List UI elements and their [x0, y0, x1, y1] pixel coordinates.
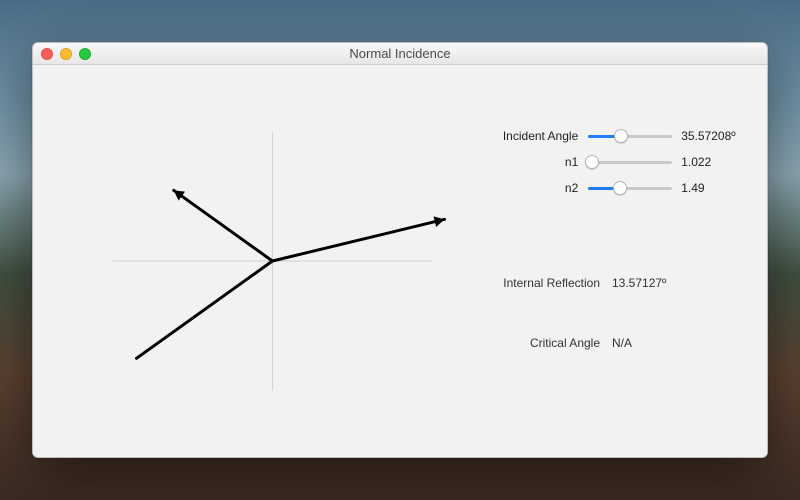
incident-angle-slider[interactable] [588, 129, 672, 143]
incident-angle-value: 35.57208º [675, 129, 743, 143]
traffic-lights [33, 48, 91, 60]
n1-slider[interactable] [588, 155, 672, 169]
n1-value: 1.022 [675, 155, 743, 169]
ray-diagram [33, 65, 472, 457]
close-icon[interactable] [41, 48, 53, 60]
controls-panel: Incident Angle 35.57208º n1 [472, 65, 767, 457]
n1-label: n1 [472, 155, 588, 169]
n1-row: n1 1.022 [472, 151, 743, 173]
internal-reflection-value: 13.57127º [612, 276, 666, 290]
n2-label: n2 [472, 181, 588, 195]
titlebar[interactable]: Normal Incidence [33, 43, 767, 65]
zoom-icon[interactable] [79, 48, 91, 60]
window-title: Normal Incidence [33, 46, 767, 61]
n2-value: 1.49 [675, 181, 743, 195]
n2-slider[interactable] [588, 181, 672, 195]
critical-angle-value: N/A [612, 336, 632, 350]
minimize-icon[interactable] [60, 48, 72, 60]
n2-row: n2 1.49 [472, 177, 743, 199]
ray-diagram-svg [33, 65, 472, 457]
critical-angle-label: Critical Angle [472, 336, 612, 350]
content-area: Incident Angle 35.57208º n1 [33, 65, 767, 457]
internal-reflection-row: Internal Reflection 13.57127º [472, 273, 743, 293]
internal-reflection-label: Internal Reflection [472, 276, 612, 290]
incident-angle-row: Incident Angle 35.57208º [472, 125, 743, 147]
app-window: Normal Incidence Incident Angle 35.57208… [32, 42, 768, 458]
incident-angle-label: Incident Angle [472, 129, 588, 143]
critical-angle-row: Critical Angle N/A [472, 333, 743, 353]
